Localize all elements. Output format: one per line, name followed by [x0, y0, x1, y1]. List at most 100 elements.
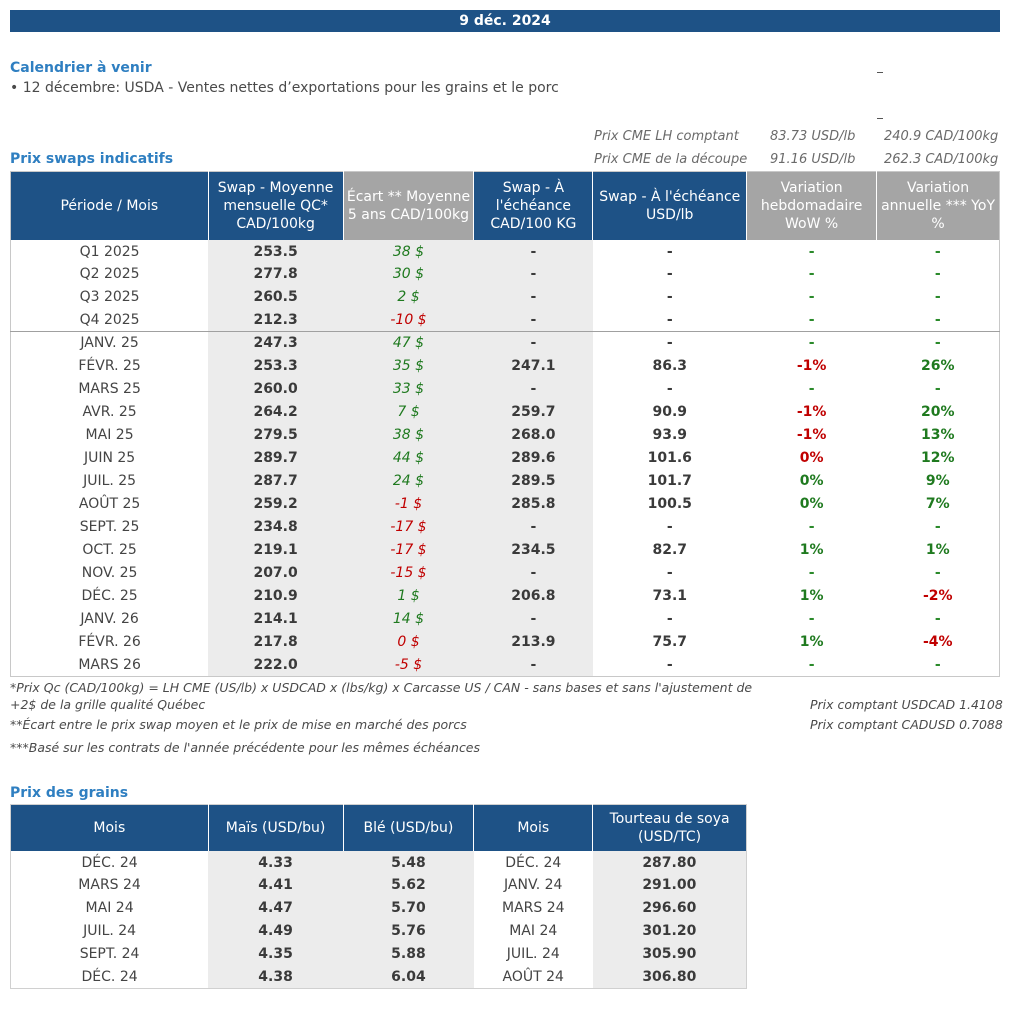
gap-cell: 24 $: [343, 469, 474, 493]
period-cell: MAI 25: [85, 427, 134, 443]
yoy-cell: 20%: [921, 404, 955, 420]
month-cell: MARS 24: [78, 877, 141, 893]
header-swap-monthly: Swap - Moyenne mensuelle QC* CAD/100kg: [208, 171, 344, 240]
footnote-formula: *Prix Qc (CAD/100kg) = LH CME (US/lb) x …: [10, 679, 752, 713]
spot-usdcad: Prix comptant USDCAD 1.4108: [810, 697, 1003, 712]
soymeal-cell: 306.80: [592, 965, 747, 989]
gap-cell: -1 $: [343, 492, 474, 516]
divider: [877, 118, 883, 119]
yoy-cell: -: [934, 656, 941, 673]
table-row: Q1 2025 253.5 38 $ - - - -: [11, 239, 1000, 263]
yoy-cell: 12%: [921, 450, 955, 466]
swap-cad-cell: -: [473, 607, 593, 631]
wow-cell: 1%: [799, 542, 824, 558]
calendar-title: Calendrier à venir: [10, 60, 152, 76]
month-cell: JUIL. 24: [83, 923, 137, 939]
gap-cell: 44 $: [343, 446, 474, 470]
swap-cad-cell: -: [473, 262, 593, 286]
period-cell: AVR. 25: [82, 404, 137, 420]
month-soy-cell: MAI 24: [509, 923, 558, 939]
table-row: MARS 26 222.0 -5 $ - - - -: [11, 653, 1000, 677]
corn-cell: 4.33: [208, 850, 343, 874]
footnote-yoy: ***Basé sur les contrats de l'année préc…: [10, 740, 481, 755]
month-soy-cell: JANV. 24: [504, 877, 563, 893]
wow-cell: -: [808, 266, 815, 282]
yoy-cell: -: [934, 266, 941, 282]
gap-cell: -5 $: [343, 653, 474, 677]
yoy-cell: -: [934, 611, 941, 627]
period-cell: Q1 2025: [79, 244, 140, 260]
swap-cad-cell: -: [473, 239, 593, 263]
table-header-row: Période / Mois Swap - Moyenne mensuelle …: [10, 171, 1000, 240]
gap-cell: 38 $: [343, 239, 474, 263]
table-row: AVR. 25 264.2 7 $259.7 90.9 -1% 20%: [11, 400, 1000, 424]
swap-usd-cell: 93.9: [652, 427, 688, 443]
wow-cell: 1%: [799, 588, 824, 604]
soymeal-cell: 291.00: [592, 873, 747, 897]
swap-prices-table: Période / Mois Swap - Moyenne mensuelle …: [10, 171, 1000, 677]
period-cell: NOV. 25: [81, 565, 138, 581]
table-row: MAI 24 4.47 5.70 MARS 24 296.60: [11, 896, 747, 920]
wow-cell: -1%: [796, 404, 827, 420]
swap-monthly-cell: 212.3: [208, 308, 344, 332]
swaps-title: Prix swaps indicatifs: [10, 151, 174, 167]
swap-monthly-cell: 289.7: [208, 446, 344, 470]
table-row: AOÛT 25 259.2 -1 $285.8 100.5 0% 7%: [11, 492, 1000, 516]
table-row: SEPT. 24 4.35 5.88 JUIL. 24 305.90: [11, 942, 747, 966]
swap-usd-cell: -: [592, 331, 747, 355]
yoy-cell: -: [934, 244, 941, 260]
wow-cell: -: [808, 611, 815, 627]
table-row: MARS 24 4.41 5.62 JANV. 24 291.00: [11, 873, 747, 897]
table-row: Q2 2025 277.8 30 $ - - - -: [11, 262, 1000, 286]
swap-cad-cell: 234.5: [473, 538, 593, 562]
cme-cutout-label: Prix CME de la découpe: [594, 152, 748, 167]
swap-usd-cell: 90.9: [652, 404, 688, 420]
grain-prices-table: Mois Maïs (USD/bu) Blé (USD/bu) Mois Tou…: [10, 804, 747, 989]
yoy-cell: -: [934, 565, 941, 581]
wheat-cell: 5.76: [343, 919, 474, 943]
table-row: DÉC. 24 4.38 6.04 AOÛT 24 306.80: [11, 965, 747, 989]
swap-usd-cell: 101.7: [647, 473, 692, 489]
wow-cell: 0%: [799, 496, 824, 512]
header-wow: Variation hebdomadaire WoW %: [746, 171, 878, 240]
swap-usd-cell: 73.1: [652, 588, 688, 604]
swap-cad-cell: 285.8: [473, 492, 593, 516]
corn-cell: 4.47: [208, 896, 343, 920]
swap-usd-cell: -: [666, 381, 673, 397]
period-cell: Q2 2025: [79, 266, 140, 282]
swap-usd-cell: -: [666, 311, 673, 328]
footnote-gap: **Écart entre le prix swap moyen et le p…: [10, 717, 467, 732]
swap-usd-cell: 75.7: [652, 634, 688, 650]
swap-cad-cell: -: [473, 515, 593, 539]
period-cell: OCT. 25: [82, 542, 137, 558]
corn-cell: 4.41: [208, 873, 343, 897]
period-cell: DÉC. 25: [81, 588, 138, 604]
table-row: MARS 25 260.0 33 $ - - - -: [11, 377, 1000, 401]
gap-cell: -15 $: [343, 561, 474, 585]
wow-cell: -: [808, 656, 815, 673]
month-cell: DÉC. 24: [81, 968, 138, 985]
divider: [877, 72, 883, 73]
gap-cell: -10 $: [343, 308, 474, 332]
yoy-cell: 26%: [921, 358, 955, 374]
yoy-cell: 1%: [925, 542, 950, 558]
gap-cell: 14 $: [343, 607, 474, 631]
swap-cad-cell: 206.8: [473, 584, 593, 608]
wow-cell: -: [808, 311, 815, 328]
table-row: JANV. 25 247.3 47 $ - - - -: [10, 331, 1000, 355]
month-cell: SEPT. 24: [79, 946, 140, 962]
soymeal-cell: 296.60: [592, 896, 747, 920]
swap-cad-cell: -: [473, 285, 593, 309]
period-cell: FÉVR. 25: [78, 358, 141, 374]
table-row: SEPT. 25 234.8 -17 $ - - - -: [11, 515, 1000, 539]
yoy-cell: 9%: [925, 473, 950, 489]
header-month-soy: Mois: [473, 804, 594, 851]
swap-cad-cell: 289.6: [473, 446, 593, 470]
wheat-cell: 5.48: [343, 850, 474, 874]
swap-cad-cell: 213.9: [473, 630, 593, 654]
swap-monthly-cell: 277.8: [208, 262, 344, 286]
yoy-cell: -: [934, 519, 941, 535]
swap-usd-cell: -: [666, 519, 673, 535]
yoy-cell: -: [934, 381, 941, 397]
wow-cell: -: [808, 381, 815, 397]
